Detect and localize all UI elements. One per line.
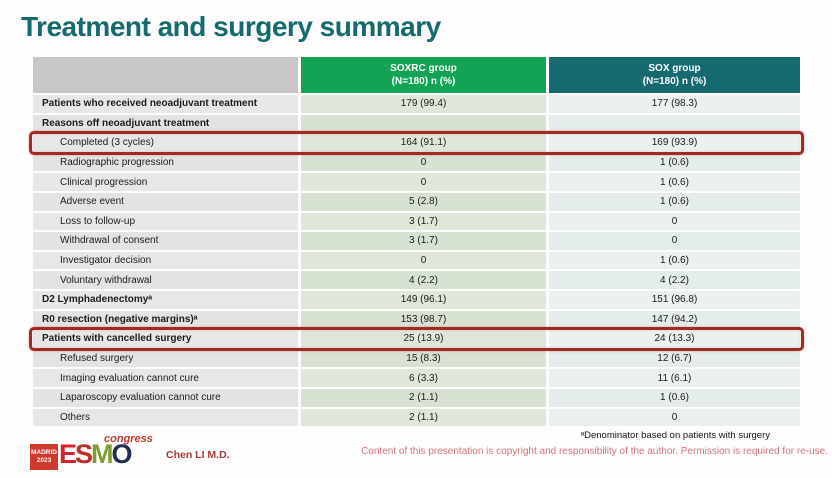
row-label: Loss to follow-up [33,212,298,231]
cell-sox: 12 (6.7) [549,349,800,368]
row-label: Reasons off neoadjuvant treatment [33,114,298,133]
cell-sox: 1 (0.6) [549,388,800,407]
col-header-soxrc-name: SOXRC group [390,63,457,74]
cell-sox: 0 [549,408,800,427]
summary-table: SOXRC group (N=180) n (%) SOX group (N=1… [29,57,804,428]
cell-sox: 177 (98.3) [549,95,800,113]
cell-soxrc: 153 (98.7) [301,310,546,329]
row-label: R0 resection (negative margins)ᵃ [33,310,298,329]
badge-city: MADRID [31,449,57,456]
header-blank-cell [33,57,298,93]
cell-soxrc: 3 (1.7) [301,232,546,250]
esmo-letter: M [91,439,113,469]
cell-sox: 1 (0.6) [549,192,800,211]
row-label: Imaging evaluation cannot cure [33,369,298,387]
table-row: Loss to follow-up 3 (1.7) 0 [33,212,800,231]
esmo-letter: O [111,439,133,469]
cell-soxrc: 5 (2.8) [301,192,546,211]
cell-sox: 4 (2.2) [549,271,800,289]
cell-sox: 1 (0.6) [549,153,800,172]
esmo-letter: E [59,439,77,469]
table-row: Others 2 (1.1) 0 [33,408,800,427]
cell-soxrc: 149 (96.1) [301,290,546,309]
row-label: Withdrawal of consent [33,232,298,250]
cell-soxrc: 164 (91.1) [301,134,546,152]
cell-sox: 1 (0.6) [549,173,800,191]
cell-soxrc: 2 (1.1) [301,408,546,427]
cell-sox: 1 (0.6) [549,251,800,270]
table-row: Reasons off neoadjuvant treatment [33,114,800,133]
table-row: Imaging evaluation cannot cure 6 (3.3) 1… [33,369,800,387]
row-label: Investigator decision [33,251,298,270]
copyright-notice: Content of this presentation is copyrigh… [361,446,828,457]
row-label: D2 Lymphadenectomyᵃ [33,290,298,309]
table-row: Adverse event 5 (2.8) 1 (0.6) [33,192,800,211]
col-header-sox: SOX group (N=180) n (%) [549,57,800,93]
table-row: Clinical progression 0 1 (0.6) [33,173,800,191]
row-label: Laparoscopy evaluation cannot cure [33,388,298,407]
table-row: Patients who received neoadjuvant treatm… [33,95,800,113]
slide-title: Treatment and surgery summary [21,11,441,42]
cell-soxrc [301,114,546,133]
table-row: Refused surgery 15 (8.3) 12 (6.7) [33,349,800,368]
cell-soxrc: 25 (13.9) [301,330,546,348]
cell-soxrc: 0 [301,173,546,191]
row-label: Refused surgery [33,349,298,368]
table-row: Voluntary withdrawal 4 (2.2) 4 (2.2) [33,271,800,289]
table-header-row: SOXRC group (N=180) n (%) SOX group (N=1… [33,57,800,93]
row-label: Radiographic progression [33,153,298,172]
table-row: D2 Lymphadenectomyᵃ 149 (96.1) 151 (96.8… [33,290,800,309]
row-label: Clinical progression [33,173,298,191]
cell-sox: 24 (13.3) [549,330,800,348]
cell-sox: 0 [549,212,800,231]
esmo-madrid-badge: MADRID 2023 [30,444,58,470]
congress-label: congress [104,433,153,445]
esmo-letter: S [75,439,93,469]
table-row: R0 resection (negative margins)ᵃ 153 (98… [33,310,800,329]
cell-sox: 169 (93.9) [549,134,800,152]
presenter-name: Chen LI M.D. [166,449,230,461]
esmo-logo: ESMO [59,439,133,469]
table-row: Withdrawal of consent 3 (1.7) 0 [33,232,800,250]
cell-soxrc: 3 (1.7) [301,212,546,231]
table-footnote: ᵃDenominator based on patients with surg… [580,430,770,441]
cell-sox: 0 [549,232,800,250]
cell-soxrc: 179 (99.4) [301,95,546,113]
row-label: Patients who received neoadjuvant treatm… [33,95,298,113]
table-row-highlighted: Patients with cancelled surgery 25 (13.9… [29,327,804,351]
table-row-highlighted: Completed (3 cycles) 164 (91.1) 169 (93.… [29,131,804,155]
col-header-soxrc-sub: (N=180) n (%) [391,76,456,87]
col-header-soxrc: SOXRC group (N=180) n (%) [301,57,546,93]
badge-year: 2023 [36,457,52,464]
table-row: Radiographic progression 0 1 (0.6) [33,153,800,172]
cell-soxrc: 15 (8.3) [301,349,546,368]
cell-soxrc: 0 [301,251,546,270]
cell-soxrc: 2 (1.1) [301,388,546,407]
cell-sox: 11 (6.1) [549,369,800,387]
cell-sox: 151 (96.8) [549,290,800,309]
cell-soxrc: 4 (2.2) [301,271,546,289]
cell-sox [549,114,800,133]
cell-soxrc: 6 (3.3) [301,369,546,387]
row-label: Others [33,408,298,427]
row-label: Completed (3 cycles) [33,134,298,152]
col-header-sox-sub: (N=180) n (%) [642,76,707,87]
table-row: Laparoscopy evaluation cannot cure 2 (1.… [33,388,800,407]
cell-soxrc: 0 [301,153,546,172]
cell-sox: 147 (94.2) [549,310,800,329]
row-label: Voluntary withdrawal [33,271,298,289]
row-label: Patients with cancelled surgery [33,330,298,348]
col-header-sox-name: SOX group [648,63,701,74]
row-label: Adverse event [33,192,298,211]
table-row: Investigator decision 0 1 (0.6) [33,251,800,270]
